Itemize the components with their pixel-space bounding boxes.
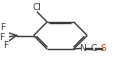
Text: F: F	[3, 41, 8, 50]
Text: F: F	[0, 23, 6, 32]
Text: F: F	[0, 33, 4, 42]
Text: Cl: Cl	[33, 3, 42, 12]
Text: C: C	[90, 44, 96, 53]
Text: N: N	[80, 44, 86, 53]
Text: S: S	[101, 44, 107, 53]
